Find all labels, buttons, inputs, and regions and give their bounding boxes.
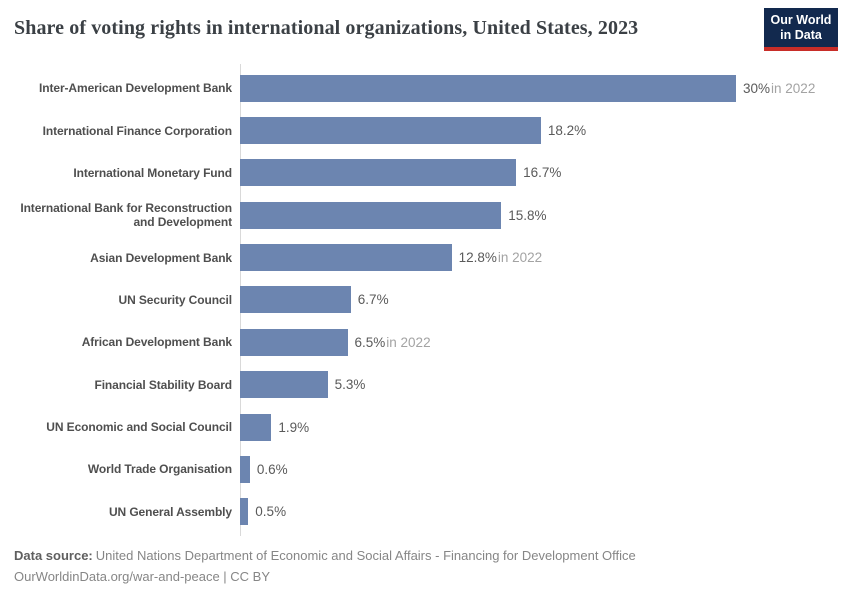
value-label: 0.5% — [255, 504, 286, 519]
chart-header: Share of voting rights in international … — [0, 0, 850, 58]
category-label: UN General Assembly — [108, 504, 232, 519]
value-number: 5.3% — [334, 377, 366, 393]
category-label: UN Economic and Social Council — [46, 420, 232, 435]
chart-row: International Bank for Reconstruction an… — [0, 194, 850, 236]
value-label: 30%in 2022 — [743, 81, 815, 96]
bar[interactable] — [240, 498, 249, 526]
data-source-line: Data source: United Nations Department of… — [14, 545, 836, 566]
value-number: 0.5% — [255, 504, 287, 520]
category-label: Asian Development Bank — [90, 250, 232, 265]
value-note: in 2022 — [497, 250, 543, 266]
chart-row: UN General Assembly 0.5% — [0, 491, 850, 533]
citation-line: OurWorldinData.org/war-and-peace | CC BY — [14, 569, 271, 584]
chart-footer: Data source: United Nations Department of… — [14, 545, 836, 587]
bar-area: 1.9% — [240, 406, 850, 448]
value-label: 18.2% — [548, 123, 586, 138]
bar[interactable] — [240, 201, 502, 229]
value-number: 18.2% — [547, 123, 587, 139]
value-label: 12.8%in 2022 — [459, 250, 543, 265]
value-label: 0.6% — [257, 462, 288, 477]
value-label: 15.8% — [508, 208, 546, 223]
bar[interactable] — [240, 244, 452, 272]
value-number: 12.8% — [458, 250, 497, 266]
owid-logo: Our World in Data — [764, 8, 838, 51]
chart-row: Inter-American Development Bank 30%in 202… — [0, 67, 850, 109]
value-label: 6.5%in 2022 — [355, 335, 431, 350]
chart-row: International Finance Corporation 18.2% — [0, 109, 850, 151]
bar[interactable] — [240, 286, 351, 314]
bar[interactable] — [240, 74, 736, 102]
bar[interactable] — [240, 328, 348, 356]
owid-logo-line1: Our World — [770, 13, 832, 27]
bar-area: 0.5% — [240, 491, 850, 533]
bar-area: 12.8%in 2022 — [240, 236, 850, 278]
bar-area: 6.7% — [240, 279, 850, 321]
value-label: 1.9% — [278, 420, 309, 435]
bar-area: 16.7% — [240, 152, 850, 194]
value-note: in 2022 — [386, 334, 431, 350]
value-number: 30% — [743, 80, 771, 96]
bar-area: 5.3% — [240, 364, 850, 406]
bar[interactable] — [240, 371, 328, 399]
bar[interactable] — [240, 413, 272, 441]
value-label: 6.7% — [358, 292, 389, 307]
chart-title: Share of voting rights in international … — [14, 17, 639, 39]
value-number: 1.9% — [278, 419, 310, 435]
bar-area: 18.2% — [240, 109, 850, 151]
bar[interactable] — [240, 117, 541, 145]
owid-logo-line2: in Data — [780, 28, 822, 42]
bar-chart-plot: Inter-American Development Bank 30%in 202… — [0, 64, 850, 536]
category-label: Financial Stability Board — [94, 377, 232, 392]
bar[interactable] — [240, 455, 250, 483]
bar-area: 6.5%in 2022 — [240, 321, 850, 363]
bar-area: 15.8% — [240, 194, 850, 236]
bar-area: 30%in 2022 — [240, 67, 850, 109]
value-label: 16.7% — [523, 165, 561, 180]
category-label: UN Security Council — [118, 292, 233, 307]
value-label: 5.3% — [335, 377, 366, 392]
data-source-text: United Nations Department of Economic an… — [95, 548, 636, 563]
value-number: 6.5% — [354, 334, 386, 350]
category-label: International Monetary Fund — [73, 165, 232, 180]
value-number: 16.7% — [523, 165, 562, 181]
value-number: 6.7% — [357, 292, 389, 308]
chart-row: UN Security Council 6.7% — [0, 279, 850, 321]
value-number: 0.6% — [256, 461, 288, 477]
chart-row: African Development Bank 6.5%in 2022 — [0, 321, 850, 363]
category-label: World Trade Organisation — [87, 462, 232, 477]
category-label: African Development Bank — [81, 335, 232, 350]
value-number: 15.8% — [508, 207, 547, 223]
category-label: International Bank for Reconstruction an… — [20, 201, 232, 230]
bar[interactable] — [240, 159, 517, 187]
chart-row: International Monetary Fund 16.7% — [0, 152, 850, 194]
data-source-label: Data source: — [14, 548, 93, 563]
bar-area: 0.6% — [240, 448, 850, 490]
chart-row: Asian Development Bank 12.8%in 2022 — [0, 236, 850, 278]
category-label: Inter-American Development Bank — [39, 81, 232, 96]
value-note: in 2022 — [771, 80, 816, 96]
chart-row: Financial Stability Board 5.3% — [0, 364, 850, 406]
chart-row: UN Economic and Social Council 1.9% — [0, 406, 850, 448]
chart-row: World Trade Organisation 0.6% — [0, 448, 850, 490]
category-label: International Finance Corporation — [42, 123, 232, 138]
